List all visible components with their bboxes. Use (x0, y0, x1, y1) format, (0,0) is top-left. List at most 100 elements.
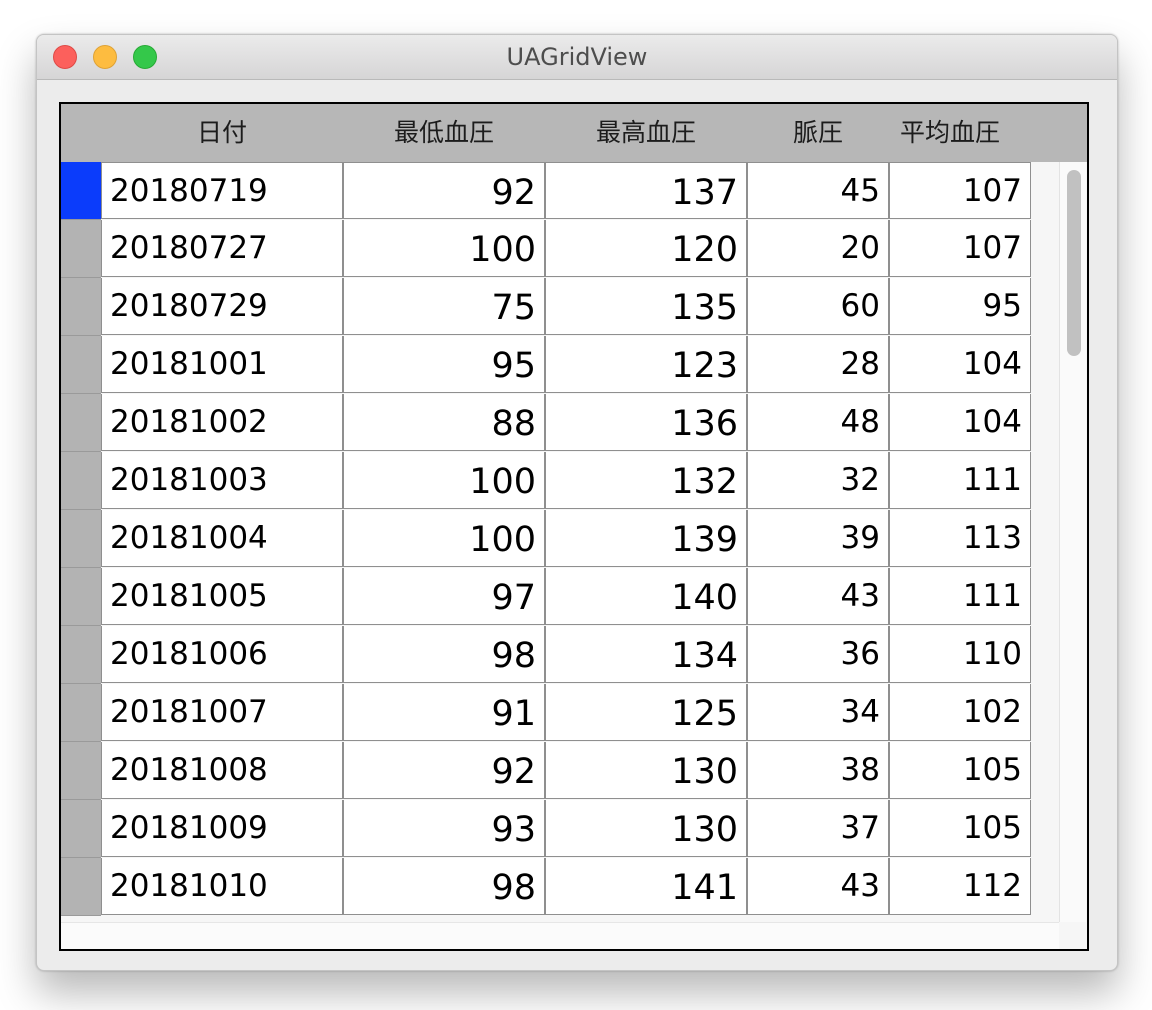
cell-mean-pressure[interactable]: 113 (889, 510, 1031, 567)
cell-min-pressure[interactable]: 91 (343, 684, 545, 741)
row-header[interactable] (61, 278, 101, 336)
cell-mean-pressure[interactable]: 111 (889, 452, 1031, 509)
cell-date[interactable]: 20181005 (101, 568, 343, 625)
cell-min-pressure[interactable]: 93 (343, 800, 545, 857)
cell-pulse-pressure[interactable]: 28 (747, 336, 889, 393)
cell-pulse-pressure[interactable]: 32 (747, 452, 889, 509)
column-header-mean-pressure[interactable]: 平均血圧 (899, 118, 1000, 147)
cell-max-pressure[interactable]: 136 (545, 394, 747, 451)
row-header[interactable] (61, 394, 101, 452)
cell-pulse-pressure[interactable]: 34 (747, 684, 889, 741)
zoom-traffic-light-icon[interactable] (133, 45, 157, 69)
row-header[interactable] (61, 626, 101, 684)
column-header-date[interactable]: 日付 (196, 118, 247, 147)
cell-date[interactable]: 20181006 (101, 626, 343, 683)
cell-min-pressure[interactable]: 88 (343, 394, 545, 451)
row-header[interactable] (61, 800, 101, 858)
title-bar[interactable]: UAGridView (37, 35, 1117, 80)
table-row[interactable]: 20181007 91 125 34 102 (61, 684, 1033, 742)
grid-view[interactable]: 日付 最低血圧 最高血圧 脈圧 平均血圧 20180719 92 137 45 107 2… (59, 102, 1089, 951)
close-traffic-light-icon[interactable] (53, 45, 77, 69)
row-header-selected[interactable] (61, 162, 101, 220)
cell-pulse-pressure[interactable]: 43 (747, 568, 889, 625)
table-row[interactable]: 20181009 93 130 37 105 (61, 800, 1033, 858)
cell-min-pressure[interactable]: 97 (343, 568, 545, 625)
cell-max-pressure[interactable]: 123 (545, 336, 747, 393)
cell-pulse-pressure[interactable]: 38 (747, 742, 889, 799)
cell-mean-pressure[interactable]: 107 (889, 220, 1031, 277)
cell-mean-pressure[interactable]: 110 (889, 626, 1031, 683)
cell-max-pressure[interactable]: 140 (545, 568, 747, 625)
table-row[interactable]: 20181001 95 123 28 104 (61, 336, 1033, 394)
cell-mean-pressure[interactable]: 95 (889, 278, 1031, 335)
cell-pulse-pressure[interactable]: 43 (747, 858, 889, 915)
row-header[interactable] (61, 336, 101, 394)
cell-pulse-pressure[interactable]: 20 (747, 220, 889, 277)
cell-min-pressure[interactable]: 92 (343, 162, 545, 219)
cell-max-pressure[interactable]: 141 (545, 858, 747, 915)
cell-date[interactable]: 20181002 (101, 394, 343, 451)
cell-max-pressure[interactable]: 139 (545, 510, 747, 567)
cell-mean-pressure[interactable]: 112 (889, 858, 1031, 915)
cell-min-pressure[interactable]: 95 (343, 336, 545, 393)
cell-pulse-pressure[interactable]: 60 (747, 278, 889, 335)
cell-max-pressure[interactable]: 130 (545, 800, 747, 857)
cell-pulse-pressure[interactable]: 45 (747, 162, 889, 219)
cell-date[interactable]: 20181003 (101, 452, 343, 509)
column-header-pulse-pressure[interactable]: 脈圧 (792, 118, 843, 147)
cell-min-pressure[interactable]: 100 (343, 220, 545, 277)
cell-max-pressure[interactable]: 135 (545, 278, 747, 335)
row-header[interactable] (61, 220, 101, 278)
cell-min-pressure[interactable]: 98 (343, 858, 545, 915)
column-header-max-pressure[interactable]: 最高血圧 (595, 118, 696, 147)
row-header[interactable] (61, 858, 101, 916)
cell-max-pressure[interactable]: 120 (545, 220, 747, 277)
row-header[interactable] (61, 684, 101, 742)
table-row[interactable]: 20180727 100 120 20 107 (61, 220, 1033, 278)
cell-date[interactable]: 20180727 (101, 220, 343, 277)
minimize-traffic-light-icon[interactable] (93, 45, 117, 69)
cell-date[interactable]: 20181007 (101, 684, 343, 741)
cell-date[interactable]: 20180729 (101, 278, 343, 335)
cell-min-pressure[interactable]: 100 (343, 510, 545, 567)
cell-max-pressure[interactable]: 132 (545, 452, 747, 509)
cell-mean-pressure[interactable]: 104 (889, 336, 1031, 393)
cell-mean-pressure[interactable]: 102 (889, 684, 1031, 741)
table-row[interactable]: 20180729 75 135 60 95 (61, 278, 1033, 336)
cell-min-pressure[interactable]: 75 (343, 278, 545, 335)
cell-date[interactable]: 20181004 (101, 510, 343, 567)
cell-mean-pressure[interactable]: 105 (889, 742, 1031, 799)
cell-date[interactable]: 20181001 (101, 336, 343, 393)
cell-mean-pressure[interactable]: 104 (889, 394, 1031, 451)
table-row[interactable]: 20181006 98 134 36 110 (61, 626, 1033, 684)
scrollbar-thumb[interactable] (1067, 170, 1081, 356)
cell-min-pressure[interactable]: 100 (343, 452, 545, 509)
cell-max-pressure[interactable]: 125 (545, 684, 747, 741)
cell-mean-pressure[interactable]: 111 (889, 568, 1031, 625)
cell-date[interactable]: 20181009 (101, 800, 343, 857)
cell-min-pressure[interactable]: 98 (343, 626, 545, 683)
table-row[interactable]: 20181008 92 130 38 105 (61, 742, 1033, 800)
cell-pulse-pressure[interactable]: 48 (747, 394, 889, 451)
cell-mean-pressure[interactable]: 107 (889, 162, 1031, 219)
table-row[interactable]: 20181005 97 140 43 111 (61, 568, 1033, 626)
cell-date[interactable]: 20180719 (101, 162, 343, 219)
table-row[interactable]: 20181004 100 139 39 113 (61, 510, 1033, 568)
cell-max-pressure[interactable]: 137 (545, 162, 747, 219)
cell-min-pressure[interactable]: 92 (343, 742, 545, 799)
cell-max-pressure[interactable]: 134 (545, 626, 747, 683)
vertical-scrollbar[interactable] (1059, 162, 1086, 922)
column-header-min-pressure[interactable]: 最低血圧 (393, 118, 494, 147)
cell-date[interactable]: 20181010 (101, 858, 343, 915)
table-row[interactable]: 20180719 92 137 45 107 (61, 162, 1033, 220)
cell-pulse-pressure[interactable]: 37 (747, 800, 889, 857)
cell-date[interactable]: 20181008 (101, 742, 343, 799)
row-header[interactable] (61, 452, 101, 510)
cell-max-pressure[interactable]: 130 (545, 742, 747, 799)
table-row[interactable]: 20181002 88 136 48 104 (61, 394, 1033, 452)
row-header[interactable] (61, 568, 101, 626)
table-row[interactable]: 20181003 100 132 32 111 (61, 452, 1033, 510)
cell-pulse-pressure[interactable]: 36 (747, 626, 889, 683)
row-header[interactable] (61, 742, 101, 800)
row-header[interactable] (61, 510, 101, 568)
